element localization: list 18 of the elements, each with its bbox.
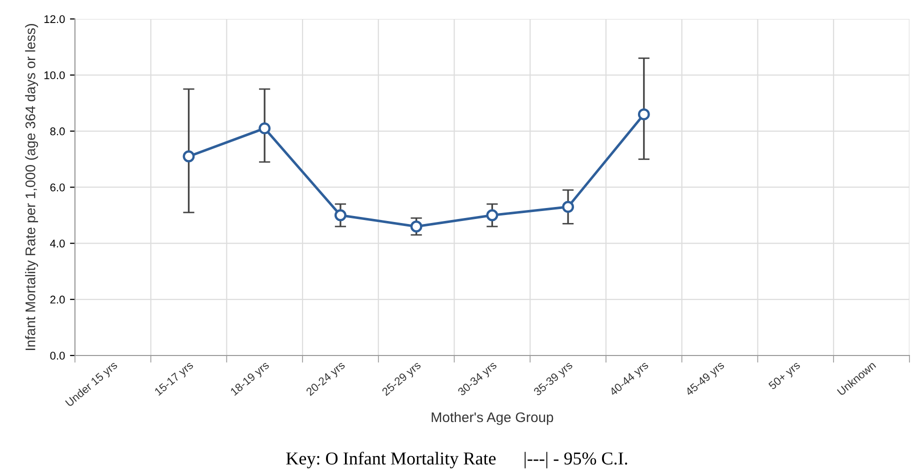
point — [562, 200, 574, 213]
x-tick-label: 50+ yrs — [768, 360, 802, 392]
x-axis-title: Mother's Age Group — [432, 412, 554, 425]
y-tick-label: 0.0 — [50, 352, 65, 360]
y-tick-label: 2.0 — [50, 296, 65, 304]
y-tick-label: 10.0 — [44, 71, 65, 80]
point — [410, 220, 422, 232]
point — [258, 122, 271, 134]
y-tick-label: 12.0 — [44, 15, 65, 24]
point — [334, 209, 346, 222]
y-tick-label: 4.0 — [50, 240, 65, 248]
point — [638, 108, 650, 120]
y-tick-label: 8.0 — [50, 127, 65, 136]
y-tick-label: 6.0 — [50, 183, 65, 192]
point — [486, 209, 498, 222]
point — [182, 150, 195, 162]
y-axis-title: Infant Mortality Rate per 1,000 (age 364 days or less) — [25, 24, 38, 350]
text: Key: O Infant Mortality Rate |---| - 95% C.I. — [286, 452, 628, 468]
